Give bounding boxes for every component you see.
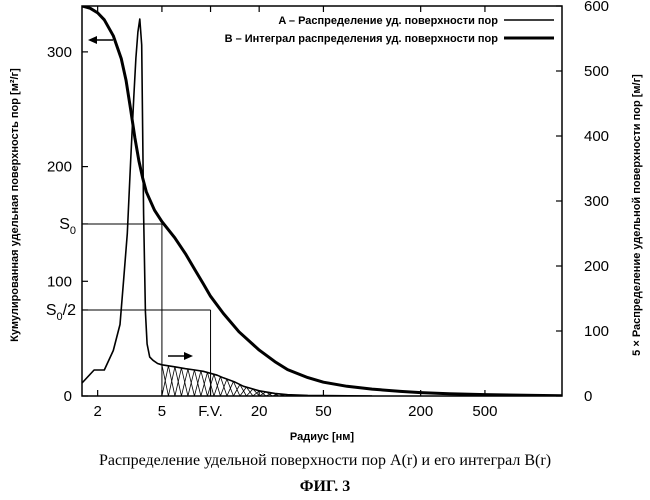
y-right-tick-label-5: 500 (584, 63, 609, 80)
y-left-mark-label-1: S0/2 (46, 302, 76, 323)
y-right-tick-label-0: 0 (584, 388, 592, 405)
arrow-right-head (184, 352, 193, 360)
arrows (88, 36, 193, 360)
plot-frame (82, 6, 562, 396)
hatched-region (162, 365, 288, 396)
pore-surface-chart: 2 5 F.V. 20 50 200 500 0 100 200 300 S0 S0/2 0 100 200 3… (0, 0, 650, 450)
x-tick-label-1: 5 (158, 403, 166, 420)
y-axis-left-label: Кумулированная удельная поверхность пор … (9, 68, 21, 342)
x-tick-label-5: 200 (408, 403, 433, 420)
y-left-tick-label-0: 0 (64, 388, 72, 405)
legend-label-a: A – Распределение уд. поверхности пор (278, 15, 498, 27)
y-axis-right-label: 5 × Распределение удельной поверхности п… (631, 74, 643, 356)
arrow-left-head (88, 36, 97, 44)
x-tick-label-0: 2 (93, 403, 101, 420)
y-left-tick-label-3: 300 (47, 44, 72, 61)
y-left-mark-label-0: S0 (59, 216, 76, 237)
figure-caption: Распределение удельной поверхности пор A… (0, 452, 650, 470)
series-b-line (82, 6, 562, 396)
x-tick-label-2: F.V. (198, 403, 222, 420)
x-tick-label-6: 500 (472, 403, 497, 420)
tick-layer: 2 5 F.V. 20 50 200 500 0 100 200 300 S0 S0/2 0 100 200 3… (46, 0, 609, 420)
y-left-tick-label-1: 100 (47, 273, 72, 290)
series-layer (82, 6, 562, 396)
x-tick-label-4: 50 (315, 403, 332, 420)
y-right-tick-label-1: 100 (584, 323, 609, 340)
y-right-tick-label-2: 200 (584, 258, 609, 275)
y-right-tick-label-4: 400 (584, 128, 609, 145)
legend-label-b: B – Интеграл распределения уд. поверхнос… (225, 33, 499, 45)
legend: A – Распределение уд. поверхности пор B –… (225, 15, 554, 45)
figure-label: ФИГ. 3 (0, 478, 650, 496)
y-left-tick-label-2: 200 (47, 159, 72, 176)
x-tick-label-3: 20 (251, 403, 268, 420)
y-right-tick-label-6: 600 (584, 0, 609, 15)
y-right-tick-label-3: 300 (584, 193, 609, 210)
x-axis-label: Радиус [нм] (290, 431, 355, 443)
